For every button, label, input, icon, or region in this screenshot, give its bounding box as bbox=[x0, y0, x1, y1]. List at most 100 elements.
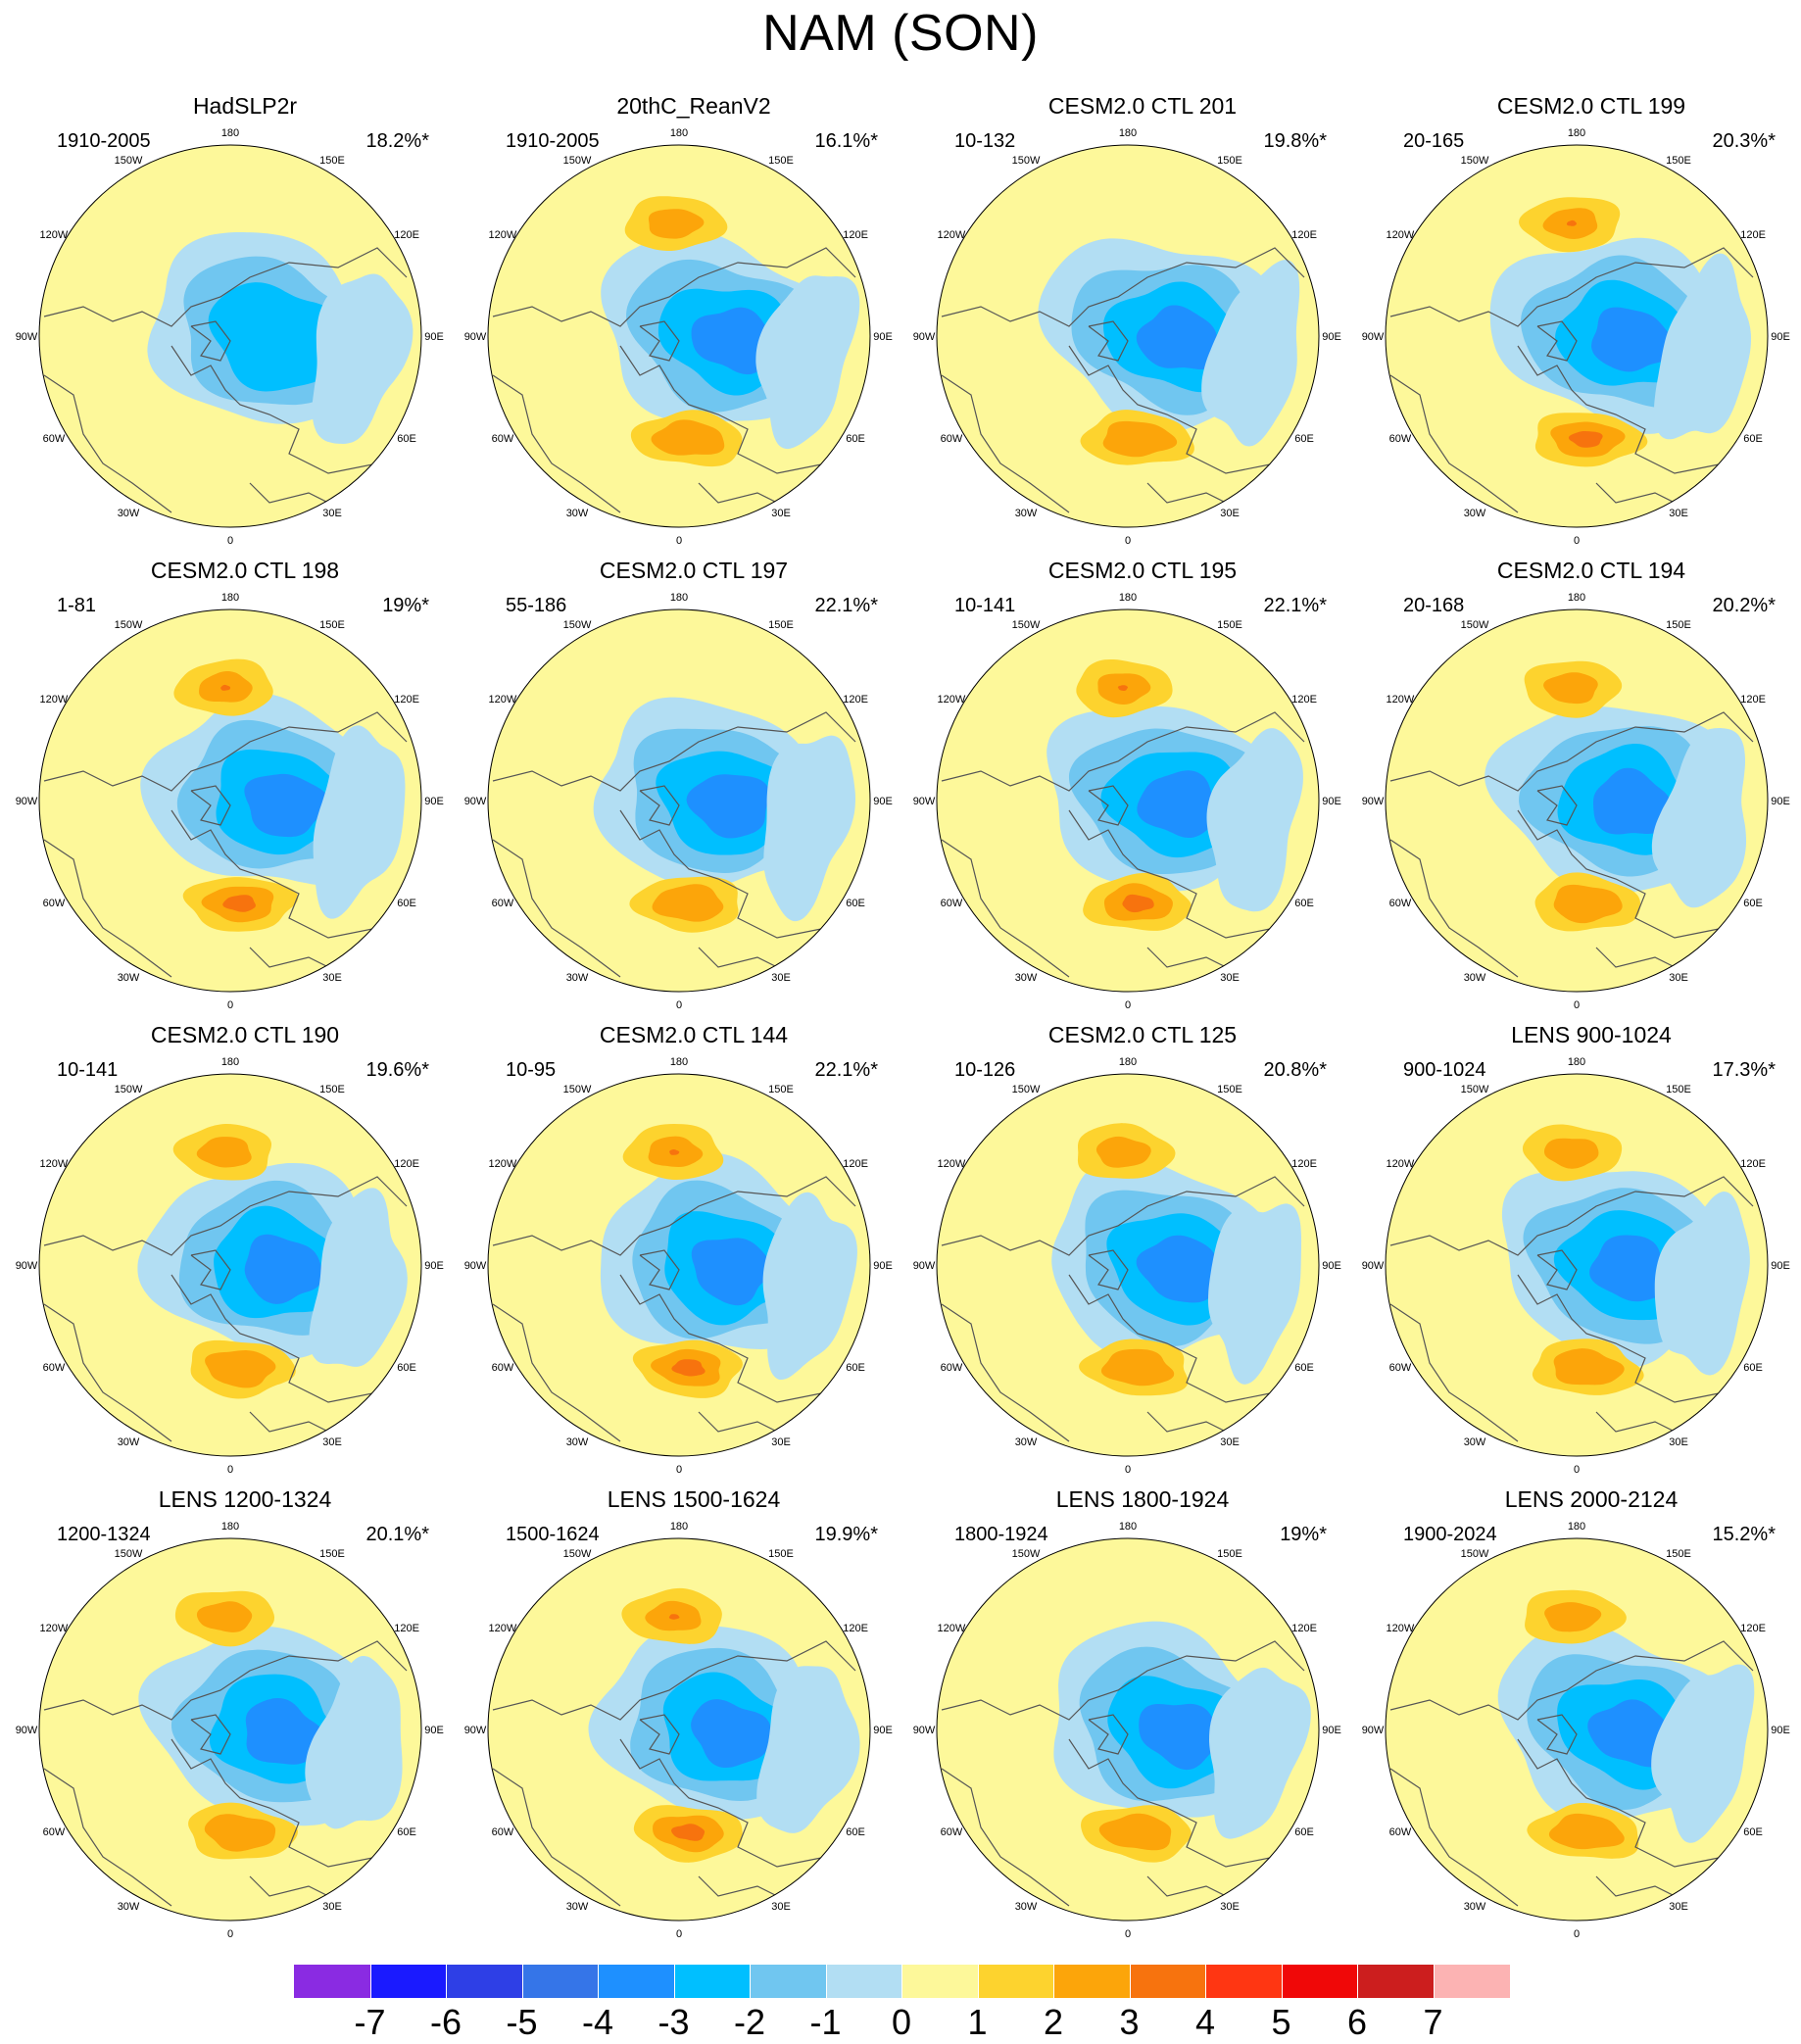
longitude-label: 120E bbox=[1740, 1623, 1766, 1634]
longitude-label: 120W bbox=[938, 1623, 966, 1634]
pacific-high-contour-3 bbox=[1117, 685, 1128, 691]
panel-period: 1500-1624 bbox=[506, 1524, 600, 1545]
longitude-label: 120W bbox=[40, 1623, 69, 1634]
longitude-label: 30E bbox=[322, 508, 342, 519]
negative-lobe bbox=[1209, 1667, 1311, 1839]
colorbar-label: 2 bbox=[1043, 2002, 1064, 2042]
panel-grid: HadSLP2r 1910-2005 18.2%* 180 150E 120E 90E 60E… bbox=[16, 93, 1790, 1947]
coastlines bbox=[941, 247, 1305, 513]
longitude-label: 90W bbox=[913, 1725, 936, 1736]
longitude-label: 90W bbox=[16, 331, 38, 343]
longitude-label: 0 bbox=[227, 535, 233, 547]
longitude-label: 180 bbox=[670, 592, 688, 604]
figure-title: NAM (SON) bbox=[762, 5, 1039, 62]
longitude-label: 150E bbox=[768, 619, 794, 631]
longitude-label: 90W bbox=[464, 331, 487, 343]
colorbar-swatch bbox=[1433, 1965, 1510, 1998]
coastline bbox=[639, 1714, 680, 1755]
panel-variance: 16.1%* bbox=[814, 130, 879, 152]
colorbar-tick bbox=[1281, 1965, 1283, 1998]
longitude-label: 180 bbox=[221, 592, 239, 604]
longitude-label: 30E bbox=[322, 972, 342, 984]
coastline bbox=[941, 711, 1305, 792]
atlantic-high-contour-2 bbox=[651, 419, 725, 456]
longitude-label: 90E bbox=[424, 331, 444, 343]
longitude-label: 150W bbox=[1461, 619, 1489, 631]
coastline bbox=[492, 1768, 621, 1907]
longitude-label: 30W bbox=[1464, 508, 1486, 519]
colorbar-swatch bbox=[1053, 1965, 1130, 1998]
panel-variance: 17.3%* bbox=[1712, 1059, 1777, 1081]
longitude-label: 180 bbox=[1568, 1521, 1585, 1533]
coastline bbox=[1517, 809, 1725, 939]
longitude-label: 60W bbox=[43, 1826, 66, 1838]
longitude-label: 150W bbox=[115, 619, 143, 631]
coastline bbox=[1068, 345, 1276, 474]
longitude-label: 120E bbox=[1291, 1158, 1317, 1170]
map-panel: 20thC_ReanV2 1910-2005 16.1%* 180 150E 120E 90… bbox=[464, 93, 919, 554]
polar-map: 180 150E 120E 90E 60E 30E 0 30W 60W 90W 120W 150W bbox=[464, 1521, 893, 1940]
coastline bbox=[1517, 1274, 1725, 1403]
longitude-label: 90E bbox=[1771, 1725, 1790, 1736]
coastline bbox=[1088, 1714, 1129, 1755]
atlantic-high-contour-2 bbox=[1553, 1348, 1625, 1386]
polar-map: 180 150E 120E 90E 60E 30E 0 30W 60W 90W 120W 150W bbox=[16, 1056, 444, 1476]
longitude-label: 150E bbox=[1666, 155, 1691, 167]
negative-lobe bbox=[1651, 728, 1747, 908]
colorbar-label: 0 bbox=[891, 2002, 912, 2042]
atlantic-high-contour-3 bbox=[1568, 431, 1603, 448]
negative-lobe bbox=[1206, 728, 1303, 912]
longitude-label: 120E bbox=[394, 229, 419, 241]
map-panel: LENS 1200-1324 1200-1324 20.1%* 180 150E 120E… bbox=[16, 1486, 470, 1947]
coastline bbox=[190, 1714, 231, 1755]
longitude-label: 150E bbox=[319, 1084, 345, 1095]
longitude-label: 120E bbox=[1740, 1158, 1766, 1170]
longitude-label: 150W bbox=[115, 1084, 143, 1095]
longitude-label: 60W bbox=[1389, 1362, 1412, 1374]
colorbar-swatch bbox=[825, 1965, 902, 1998]
panel-title: CESM2.0 CTL 125 bbox=[1047, 1022, 1238, 1047]
negative-lobe bbox=[313, 725, 406, 919]
longitude-label: 150W bbox=[1012, 1548, 1041, 1560]
map-outline bbox=[487, 1073, 871, 1457]
longitude-label: 60E bbox=[397, 433, 416, 445]
polar-map: 180 150E 120E 90E 60E 30E 0 30W 60W 90W 120W 150W bbox=[1362, 592, 1790, 1011]
coastline bbox=[1389, 839, 1519, 978]
longitude-label: 30E bbox=[1669, 1901, 1688, 1913]
polar-map: 180 150E 120E 90E 60E 30E 0 30W 60W 90W 120W 150W bbox=[464, 1056, 893, 1476]
panel-period: 1910-2005 bbox=[506, 130, 600, 152]
panel-variance: 19%* bbox=[382, 595, 429, 616]
coastline bbox=[492, 1303, 621, 1442]
longitude-label: 120W bbox=[489, 694, 517, 706]
longitude-label: 30E bbox=[1220, 1901, 1240, 1913]
longitude-label: 150E bbox=[1217, 155, 1242, 167]
longitude-label: 60E bbox=[1743, 1362, 1763, 1374]
longitude-label: 120W bbox=[489, 1158, 517, 1170]
longitude-label: 180 bbox=[221, 1521, 239, 1533]
coastline bbox=[1068, 1738, 1276, 1868]
negative-lobe bbox=[756, 1666, 860, 1833]
coastline bbox=[43, 1303, 172, 1442]
longitude-label: 0 bbox=[227, 1464, 233, 1476]
atlantic-high-contour-2 bbox=[1098, 1813, 1172, 1851]
panel-period: 20-168 bbox=[1403, 595, 1465, 616]
longitude-label: 150W bbox=[115, 155, 143, 167]
pacific-high-contour-3 bbox=[668, 1614, 680, 1620]
longitude-label: 60W bbox=[941, 1826, 963, 1838]
longitude-label: 0 bbox=[1574, 535, 1580, 547]
longitude-label: 120E bbox=[843, 694, 868, 706]
longitude-label: 120W bbox=[1387, 229, 1415, 241]
colorbar-swatch bbox=[673, 1965, 751, 1998]
polar-map: 180 150E 120E 90E 60E 30E 0 30W 60W 90W 120W 150W bbox=[16, 592, 444, 1011]
longitude-label: 30E bbox=[1220, 972, 1240, 984]
coastline bbox=[639, 320, 680, 362]
panel-period: 900-1024 bbox=[1403, 1059, 1486, 1081]
coastline bbox=[170, 1738, 378, 1868]
coastline bbox=[492, 247, 856, 327]
colorbar-label: -3 bbox=[657, 2002, 690, 2042]
coastline bbox=[190, 785, 231, 826]
colorbar: -7 -6 -5 -4 -3 -2 -1 0 1 2 3 4 5 6 7 bbox=[294, 1965, 1510, 2043]
longitude-label: 90W bbox=[16, 796, 38, 807]
pacific-high-contour-3 bbox=[220, 684, 230, 691]
pacific-high-contour-2 bbox=[1543, 1138, 1599, 1169]
